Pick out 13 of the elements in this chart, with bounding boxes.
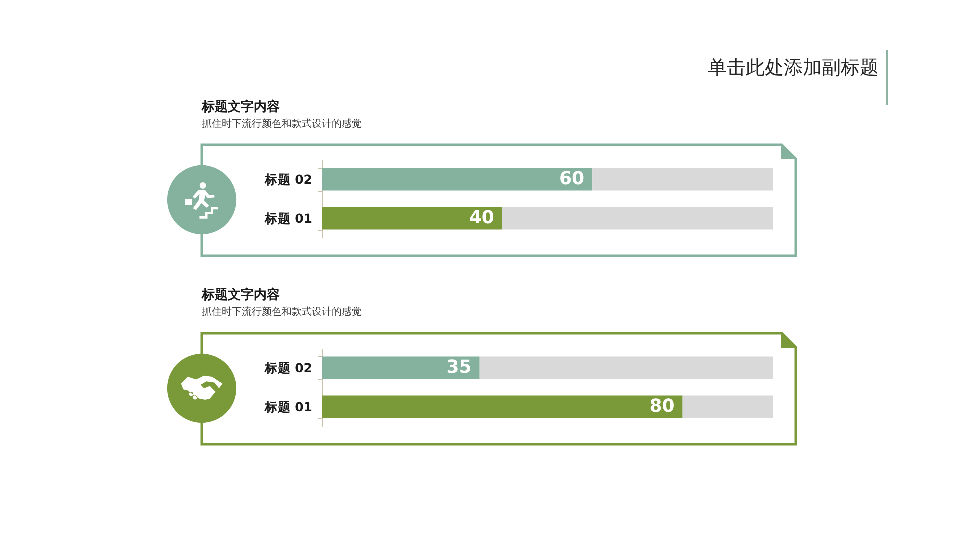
chart-subtitle: 抓住时下流行颜色和款式设计的感觉 <box>202 306 362 318</box>
y-tick-label: 标题 01 <box>264 400 312 414</box>
chart-subtitle: 抓住时下流行颜色和款式设计的感觉 <box>202 118 362 130</box>
y-tick-label: 标题 02 <box>264 172 312 187</box>
text: 单击此处添加副标题 <box>708 57 879 79</box>
y-tick-label: 标题 01 <box>264 211 312 226</box>
data-label: 35 <box>446 357 472 378</box>
data-label: 60 <box>560 168 585 190</box>
chart-title: 标题文字内容 <box>201 99 280 115</box>
data-label: 40 <box>469 208 494 228</box>
chart-title: 标题文字内容 <box>201 287 280 304</box>
data-label: 80 <box>650 396 675 417</box>
y-tick-label: 标题 02 <box>264 360 312 376</box>
